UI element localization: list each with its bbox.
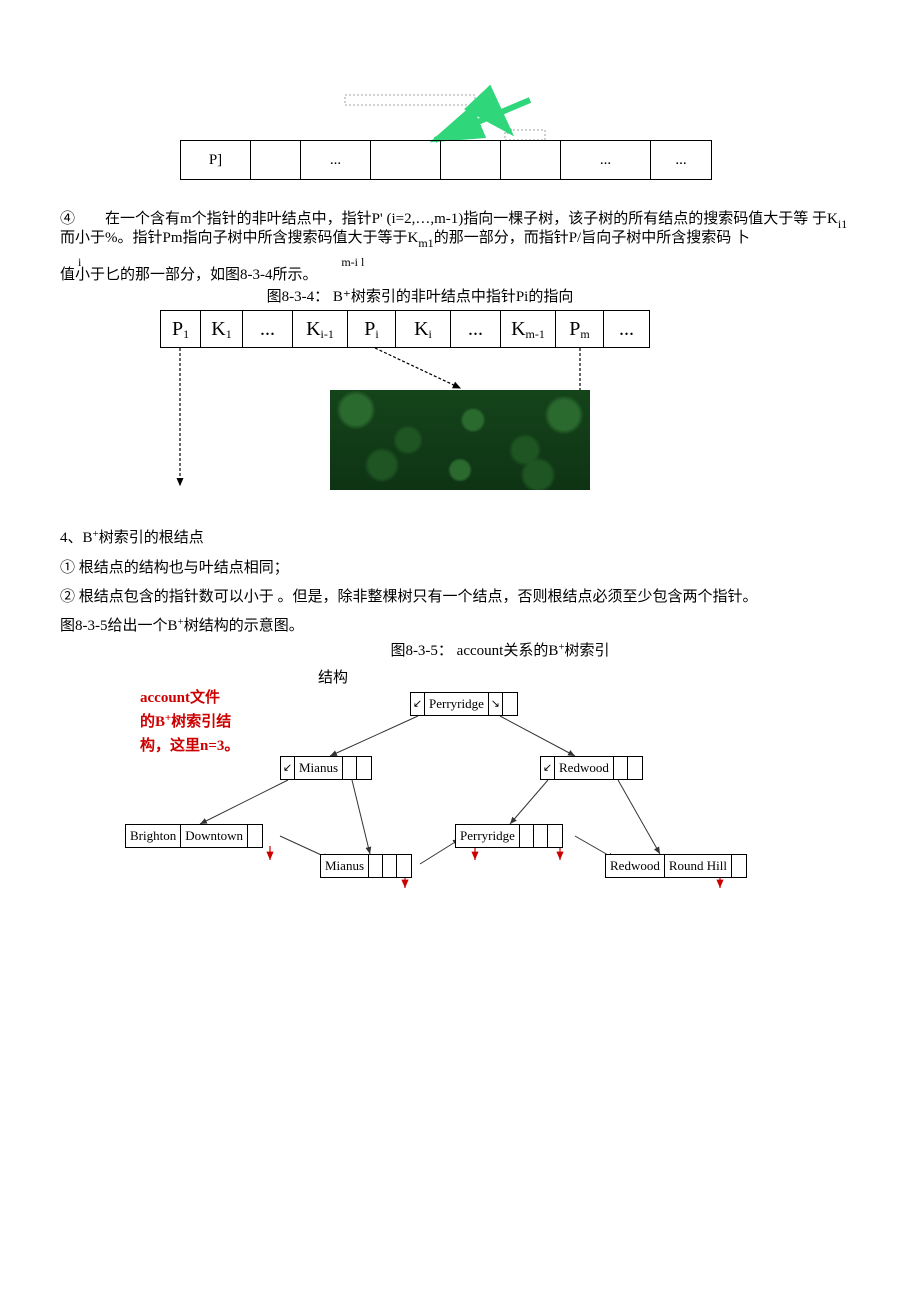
- section4-item1: ① 根结点的结构也与叶结点相同；: [60, 559, 860, 578]
- fig834: P1 K1 ... Ki-1 Pi Ki ... Km-1 Pm ...: [0, 310, 920, 500]
- p4-s4: m-i l: [341, 255, 364, 269]
- leaf2-k0: Mianus: [321, 855, 369, 877]
- l1b-k0: Redwood: [555, 757, 614, 779]
- p4-s1: i1: [838, 217, 847, 231]
- cell-3: [371, 141, 441, 179]
- p4-t1: 在一个含有m个指针的非叶结点中，指针P' (i=2,…,m-1)指向一棵子树，该…: [105, 211, 838, 227]
- node-leaf1: BrightonDowntown: [125, 824, 263, 848]
- leaf1-k1: Downtown: [181, 825, 248, 847]
- cell-1: [251, 141, 301, 179]
- fig835: 结构 account文件 的B+树索引结 构，这里n=3。: [0, 664, 920, 924]
- cell-4: [441, 141, 501, 179]
- node-leaf3: Perryridge: [455, 824, 563, 848]
- p4-t2: 而小于%。指针Pm指向子树中所含搜索码值大于等于K: [60, 230, 418, 246]
- cell-7: ...: [651, 141, 711, 179]
- node-l1a: ↙Mianus: [280, 756, 372, 780]
- p4-t4: 值小于匕的那一部分，如图8-3-4所示。: [60, 267, 318, 283]
- section4-title: 4、B+树索引的根结点: [60, 528, 860, 549]
- node-leaf2: Mianus: [320, 854, 412, 878]
- p4-t3: 的那一部分，而指针P/旨向子树中所含搜索码 卜: [434, 230, 750, 246]
- subtree-image: [330, 390, 590, 490]
- section4-item3: 图8-3-5给出一个B+树结构的示意图。: [60, 617, 860, 636]
- node-l1b: ↙Redwood: [540, 756, 643, 780]
- marker-4: ④: [60, 211, 75, 227]
- cell-5: [501, 141, 561, 179]
- node-leaf4: RedwoodRound Hill: [605, 854, 747, 878]
- l1a-k0: Mianus: [295, 757, 343, 779]
- fig834-caption: 图8-3-4： B⁺树索引的非叶结点中指针Pi的指向: [0, 287, 920, 308]
- p4-s3: i: [78, 255, 81, 269]
- root-k0: Perryridge: [425, 693, 489, 715]
- cell-6: ...: [561, 141, 651, 179]
- leaf3-k0: Perryridge: [456, 825, 520, 847]
- node-root: ↙Perryridge↘: [410, 692, 518, 716]
- leaf1-k0: Brighton: [126, 825, 181, 847]
- top-node-row: P] ... ... ...: [180, 140, 712, 180]
- section4-item2: ② 根结点包含的指针数可以小于 。但是，除非整棵树只有一个结点，否则根结点必须至…: [60, 588, 860, 607]
- top-diagram: P] ... ... ...: [0, 0, 920, 200]
- p4-s2: m1: [418, 236, 433, 250]
- leaf4-k0: Redwood: [606, 855, 665, 877]
- leaf4-k1: Round Hill: [665, 855, 732, 877]
- fig835-caption: 图8-3-5： account关系的B+树索引: [80, 641, 920, 662]
- cell-2: ...: [301, 141, 371, 179]
- cell-0: P]: [181, 141, 251, 179]
- para-4: ④ 在一个含有m个指针的非叶结点中，指针P' (i=2,…,m-1)指向一棵子树…: [60, 210, 860, 285]
